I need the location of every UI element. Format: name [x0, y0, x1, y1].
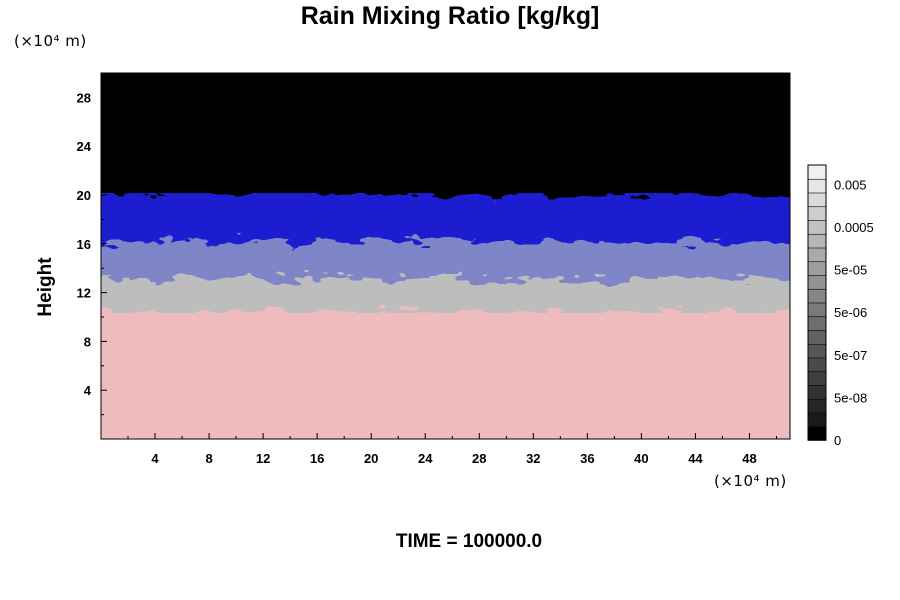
colorbar-swatch	[807, 274, 827, 290]
colorbar-label: 5e-06	[834, 305, 867, 320]
x-tick-label: 12	[256, 451, 270, 466]
x-tick-label: 8	[205, 451, 212, 466]
colorbar-label: 5e-08	[834, 390, 867, 405]
plot-frame	[100, 72, 791, 440]
layer-lower	[101, 278, 790, 313]
time-label: TIME = 100000.0	[395, 531, 543, 552]
x-tick-label: 44	[688, 451, 703, 466]
y-tick-label: 24	[77, 139, 92, 154]
y-tick-label: 28	[77, 90, 91, 105]
colorbar-swatch	[807, 329, 827, 345]
colorbar-swatch	[807, 425, 827, 441]
colorbar-swatch	[807, 233, 827, 249]
x-tick-label: 16	[310, 451, 324, 466]
chart-title: Rain Mixing Ratio [kg/kg]	[300, 2, 600, 30]
layer-bottom	[101, 304, 790, 439]
x-tick-label: 32	[526, 451, 540, 466]
colorbar: 0 5e-08 5e-07 5e-06 5e-05 0.0005 0.005	[807, 164, 874, 448]
colorbar-label: 0.005	[834, 177, 867, 192]
colorbar-swatch	[807, 343, 827, 359]
colorbar-label: 5e-07	[834, 348, 867, 363]
x-tick-label: 4	[151, 451, 159, 466]
y-tick-label: 16	[77, 237, 91, 252]
colorbar-swatch	[807, 164, 827, 180]
y-tick-label: 20	[77, 188, 91, 203]
colorbar-swatch	[807, 315, 827, 331]
colorbar-swatch	[807, 247, 827, 263]
x-tick-label: 20	[364, 451, 378, 466]
x-axis-unit: (×10⁴ m)	[714, 472, 787, 490]
x-tick-label: 48	[742, 451, 756, 466]
x-tick-label: 24	[418, 451, 433, 466]
colorbar-swatch	[807, 205, 827, 221]
colorbar-swatch	[807, 398, 827, 414]
x-tick-label: 28	[472, 451, 486, 466]
colorbar-swatch	[807, 288, 827, 304]
y-axis-unit: (×10⁴ m)	[14, 32, 87, 50]
colorbar-swatch	[807, 412, 827, 428]
colorbar-frame	[807, 164, 827, 441]
colorbar-label: 0.0005	[834, 220, 874, 235]
colorbar-label: 0	[834, 433, 841, 448]
colorbar-swatch	[807, 260, 827, 276]
colorbar-swatch	[807, 370, 827, 386]
layer-top	[101, 73, 790, 202]
colorbar-swatch	[807, 219, 827, 235]
colorbar-swatch	[807, 178, 827, 194]
x-tick-label: 40	[634, 451, 648, 466]
y-tick-label: 8	[84, 334, 91, 349]
colorbar-swatch	[807, 384, 827, 400]
y-tick-label: 4	[84, 383, 92, 398]
colorbar-swatch	[807, 192, 827, 208]
colorbar-swatch	[807, 302, 827, 318]
colorbar-swatch	[807, 357, 827, 373]
colorbar-label: 5e-05	[834, 263, 867, 278]
y-tick-label: 12	[77, 286, 91, 301]
x-tick-label: 36	[580, 451, 594, 466]
